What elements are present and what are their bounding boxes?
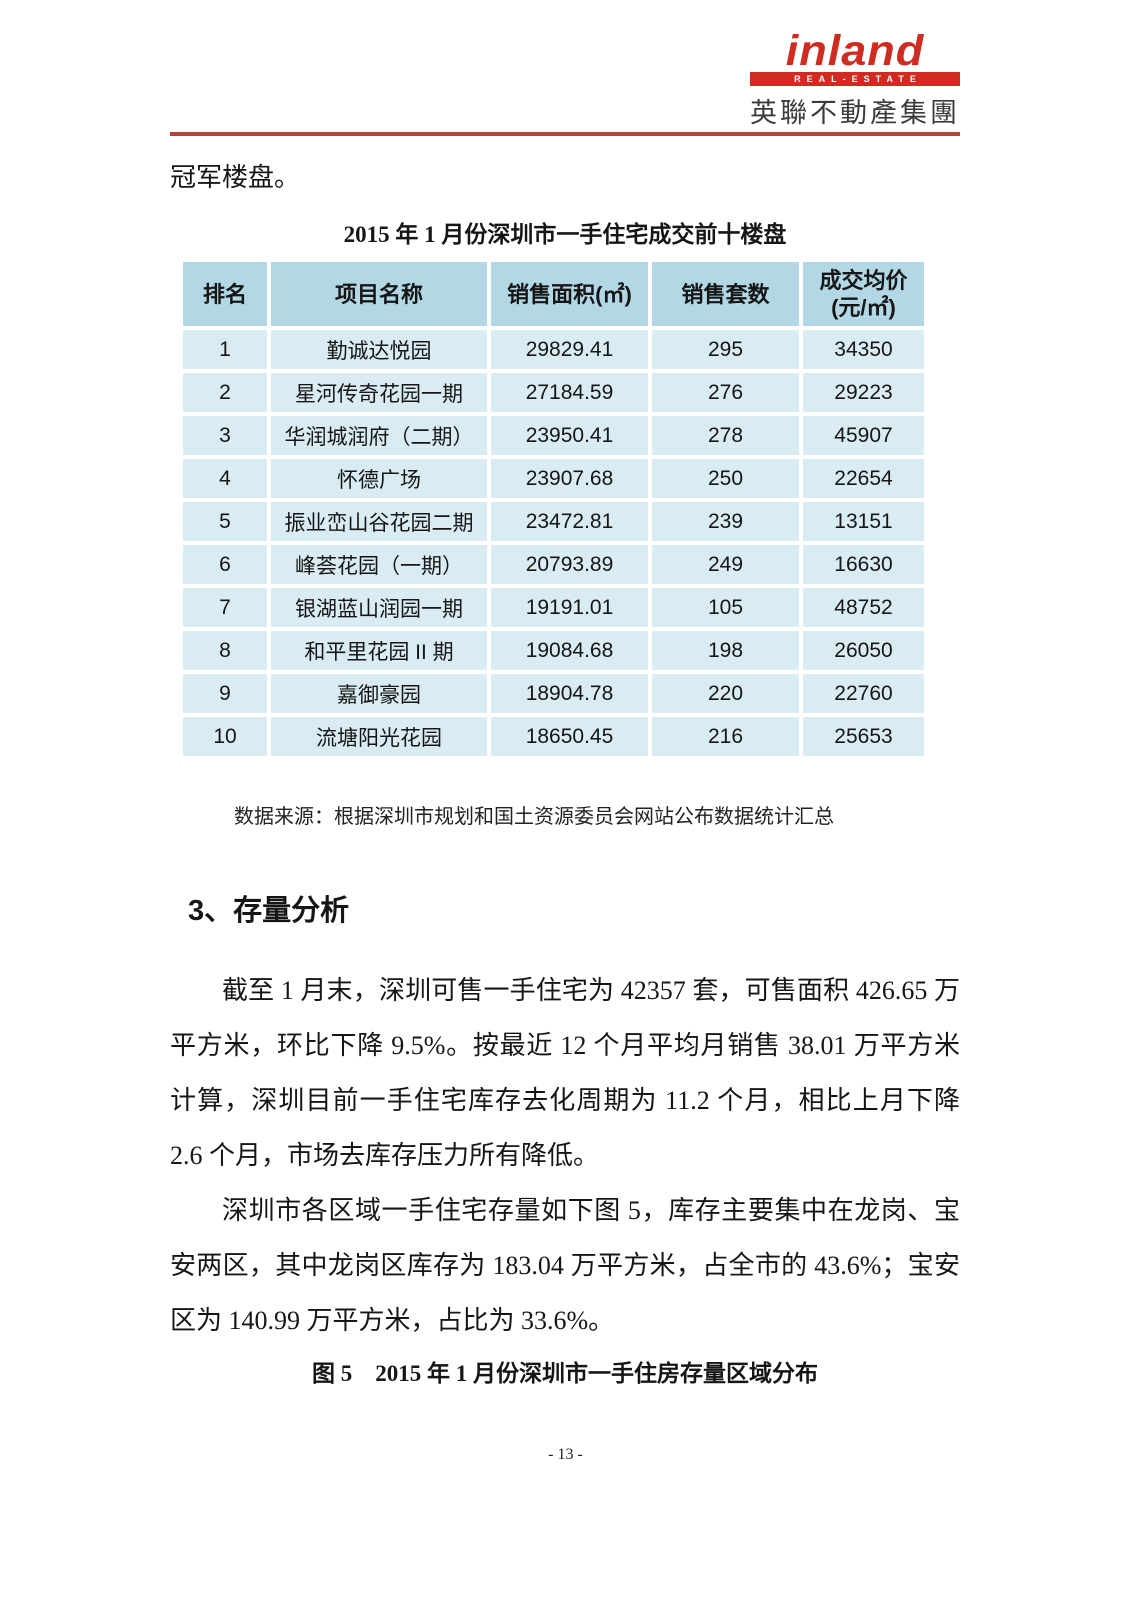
cell-sales-area: 29829.41 xyxy=(491,330,648,370)
cell-rank: 2 xyxy=(183,373,267,413)
cell-avg-price: 22654 xyxy=(803,459,924,499)
company-logo: inland REAL-ESTATE 英聯不動產集團 xyxy=(750,26,960,130)
cell-rank: 9 xyxy=(183,674,267,714)
page-number: - 13 - xyxy=(548,1446,583,1463)
cell-sales-area: 18904.78 xyxy=(491,674,648,714)
table-row: 5 振业峦山谷花园二期 23472.81 239 13151 xyxy=(183,502,924,542)
figure-5-caption: 图 5 2015 年 1 月份深圳市一手住房存量区域分布 xyxy=(312,1361,818,1387)
cell-sales-area: 23950.41 xyxy=(491,416,648,456)
cell-sales-area: 20793.89 xyxy=(491,545,648,585)
table-row: 6 峰荟花园（一期） 20793.89 249 16630 xyxy=(183,545,924,585)
cell-rank: 3 xyxy=(183,416,267,456)
column-header-sales-area: 销售面积(㎡) xyxy=(491,262,648,327)
table-row: 9 嘉御豪园 18904.78 220 22760 xyxy=(183,674,924,714)
cell-avg-price: 48752 xyxy=(803,588,924,628)
deals-table-body: 1 勤诚达悦园 29829.41 295 34350 2 星河传奇花园一期 27184.59 2… xyxy=(183,330,924,757)
cell-project-name: 星河传奇花园一期 xyxy=(271,373,487,413)
cell-avg-price: 13151 xyxy=(803,502,924,542)
cell-units-sold: 249 xyxy=(652,545,799,585)
body-text: 截至 1 月末，深圳可售一手住宅为 42357 套，可售面积 426.65 万平… xyxy=(170,963,960,1348)
cell-units-sold: 220 xyxy=(652,674,799,714)
column-header-project-name: 项目名称 xyxy=(271,262,487,327)
cell-units-sold: 278 xyxy=(652,416,799,456)
cell-rank: 1 xyxy=(183,330,267,370)
cell-avg-price: 16630 xyxy=(803,545,924,585)
cell-units-sold: 250 xyxy=(652,459,799,499)
column-header-rank: 排名 xyxy=(183,262,267,327)
table-row: 10 流塘阳光花园 18650.45 216 25653 xyxy=(183,717,924,757)
table-title: 2015 年 1 月份深圳市一手住宅成交前十楼盘 xyxy=(343,222,787,248)
cell-units-sold: 198 xyxy=(652,631,799,671)
real-estate-tagline: REAL-ESTATE xyxy=(750,72,960,87)
cell-project-name: 嘉御豪园 xyxy=(271,674,487,714)
cell-units-sold: 239 xyxy=(652,502,799,542)
cell-units-sold: 216 xyxy=(652,717,799,757)
cell-avg-price: 45907 xyxy=(803,416,924,456)
header-divider-rule xyxy=(170,132,960,137)
company-name-text: 英聯不動產集團 xyxy=(750,98,960,129)
cell-sales-area: 19191.01 xyxy=(491,588,648,628)
cell-rank: 7 xyxy=(183,588,267,628)
table-row: 1 勤诚达悦园 29829.41 295 34350 xyxy=(183,330,924,370)
column-header-avg-price: 成交均价(元/㎡) xyxy=(803,262,924,327)
cell-units-sold: 295 xyxy=(652,330,799,370)
cell-avg-price: 25653 xyxy=(803,717,924,757)
cell-rank: 8 xyxy=(183,631,267,671)
cell-project-name: 勤诚达悦园 xyxy=(271,330,487,370)
table-row: 8 和平里花园 II 期 19084.68 198 26050 xyxy=(183,631,924,671)
cell-avg-price: 22760 xyxy=(803,674,924,714)
cell-project-name: 华润城润府（二期） xyxy=(271,416,487,456)
cell-sales-area: 18650.45 xyxy=(491,717,648,757)
cell-project-name: 振业峦山谷花园二期 xyxy=(271,502,487,542)
deals-table-header-row: 排名 项目名称 销售面积(㎡) 销售套数 成交均价(元/㎡) xyxy=(183,262,924,327)
cell-sales-area: 27184.59 xyxy=(491,373,648,413)
cell-avg-price: 26050 xyxy=(803,631,924,671)
column-header-units-sold: 销售套数 xyxy=(652,262,799,327)
cell-rank: 10 xyxy=(183,717,267,757)
inland-logo-wordmark: inland xyxy=(785,26,925,75)
cell-sales-area: 23907.68 xyxy=(491,459,648,499)
page-content: inland REAL-ESTATE 英聯不動產集團 冠军楼盘。 2015 年 … xyxy=(170,26,960,1387)
cell-rank: 4 xyxy=(183,459,267,499)
cell-project-name: 流塘阳光花园 xyxy=(271,717,487,757)
cell-rank: 6 xyxy=(183,545,267,585)
cell-avg-price: 29223 xyxy=(803,373,924,413)
paragraph-district-inventory: 深圳市各区域一手住宅存量如下图 5，库存主要集中在龙岗、宝安两区，其中龙岗区库存… xyxy=(170,1196,960,1336)
table-row: 2 星河传奇花园一期 27184.59 276 29223 xyxy=(183,373,924,413)
section-heading-inventory-analysis: 3、存量分析 xyxy=(188,895,350,928)
page-header: inland REAL-ESTATE 英聯不動產集團 xyxy=(170,26,960,130)
table-row: 4 怀德广场 23907.68 250 22654 xyxy=(183,459,924,499)
cell-avg-price: 34350 xyxy=(803,330,924,370)
table-row: 3 华润城润府（二期） 23950.41 278 45907 xyxy=(183,416,924,456)
table-row: 7 银湖蓝山润园一期 19191.01 105 48752 xyxy=(183,588,924,628)
cell-project-name: 和平里花园 II 期 xyxy=(271,631,487,671)
cell-project-name: 银湖蓝山润园一期 xyxy=(271,588,487,628)
cell-units-sold: 105 xyxy=(652,588,799,628)
cell-sales-area: 23472.81 xyxy=(491,502,648,542)
cell-rank: 5 xyxy=(183,502,267,542)
intro-text: 冠军楼盘。 xyxy=(170,163,301,193)
top-ten-sales-table: 排名 项目名称 销售面积(㎡) 销售套数 成交均价(元/㎡) 1 勤诚达悦园 29829.4… xyxy=(179,258,928,760)
cell-sales-area: 19084.68 xyxy=(491,631,648,671)
cell-project-name: 怀德广场 xyxy=(271,459,487,499)
data-source-note: 数据来源：根据深圳市规划和国土资源委员会网站公布数据统计汇总 xyxy=(234,806,834,829)
paragraph-inventory-overview: 截至 1 月末，深圳可售一手住宅为 42357 套，可售面积 426.65 万平… xyxy=(170,976,960,1171)
cell-project-name: 峰荟花园（一期） xyxy=(271,545,487,585)
cell-units-sold: 276 xyxy=(652,373,799,413)
